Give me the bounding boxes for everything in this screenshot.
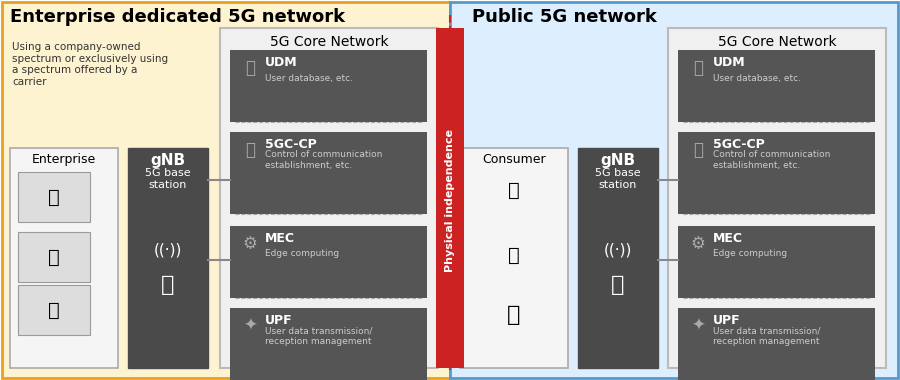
Text: MEC: MEC [265, 231, 295, 244]
Text: 5G base
station: 5G base station [145, 168, 191, 190]
Text: 📱: 📱 [508, 245, 520, 264]
Bar [678, 226, 875, 298]
Bar [220, 28, 438, 368]
Bar [230, 308, 427, 380]
Text: Physical independence: Physical independence [445, 128, 455, 271]
Bar [678, 50, 875, 122]
Text: 🗼: 🗼 [611, 275, 625, 295]
Text: 🏭: 🏭 [48, 247, 60, 266]
Text: UDM: UDM [713, 55, 745, 68]
Text: 🗼: 🗼 [161, 275, 175, 295]
Text: 5G Core Network: 5G Core Network [717, 35, 836, 49]
Bar [230, 50, 427, 122]
Text: User data transmission/
reception management: User data transmission/ reception manage… [265, 326, 373, 346]
Text: 🏢: 🏢 [48, 187, 60, 206]
Text: gNB: gNB [150, 153, 185, 168]
Text: Edge computing: Edge computing [265, 250, 339, 258]
Text: Control of communication
establishment, etc.: Control of communication establishment, … [713, 150, 831, 170]
Text: ((·)): ((·)) [604, 242, 632, 258]
Bar [18, 172, 90, 222]
Text: 🏙: 🏙 [48, 301, 60, 320]
Bar [128, 148, 208, 368]
Bar [450, 2, 898, 378]
Text: ⚙: ⚙ [243, 235, 257, 253]
Text: UPF: UPF [713, 314, 741, 326]
Text: MEC: MEC [713, 231, 743, 244]
Text: gNB: gNB [600, 153, 635, 168]
Text: 🖥: 🖥 [245, 141, 255, 159]
Text: ((·)): ((·)) [154, 242, 182, 258]
Bar [668, 28, 886, 368]
Text: ✦: ✦ [243, 317, 256, 335]
Text: 🖥: 🖥 [693, 141, 703, 159]
Text: ✦: ✦ [691, 317, 705, 335]
Text: User database, etc.: User database, etc. [713, 73, 801, 82]
Text: 👥: 👥 [508, 305, 521, 325]
Text: 🗄: 🗄 [245, 59, 255, 77]
Text: User database, etc.: User database, etc. [265, 73, 353, 82]
Text: Consumer: Consumer [482, 153, 545, 166]
Bar [2, 2, 450, 378]
Text: Control of communication
establishment, etc.: Control of communication establishment, … [265, 150, 382, 170]
Text: Edge computing: Edge computing [713, 250, 788, 258]
Bar [230, 226, 427, 298]
Text: Enterprise dedicated 5G network: Enterprise dedicated 5G network [10, 8, 345, 26]
Text: 🗄: 🗄 [693, 59, 703, 77]
Text: 📱: 📱 [508, 180, 520, 200]
Text: 5GC-CP: 5GC-CP [713, 138, 765, 150]
Text: ⚙: ⚙ [690, 235, 706, 253]
Bar [460, 148, 568, 368]
Bar [436, 28, 464, 368]
Bar [18, 232, 90, 282]
Bar [678, 132, 875, 214]
Text: Enterprise: Enterprise [32, 153, 96, 166]
Bar [230, 132, 427, 214]
Text: User data transmission/
reception management: User data transmission/ reception manage… [713, 326, 821, 346]
Bar [678, 308, 875, 380]
Bar [578, 148, 658, 368]
Text: UDM: UDM [265, 55, 298, 68]
Text: UPF: UPF [265, 314, 292, 326]
Text: 5G base
station: 5G base station [595, 168, 641, 190]
Bar [18, 285, 90, 335]
Text: 5GC-CP: 5GC-CP [265, 138, 317, 150]
Text: 5G Core Network: 5G Core Network [270, 35, 388, 49]
Bar [10, 148, 118, 368]
Text: Using a company-owned
spectrum or exclusively using
a spectrum offered by a
carr: Using a company-owned spectrum or exclus… [12, 42, 168, 87]
Text: Public 5G network: Public 5G network [472, 8, 657, 26]
